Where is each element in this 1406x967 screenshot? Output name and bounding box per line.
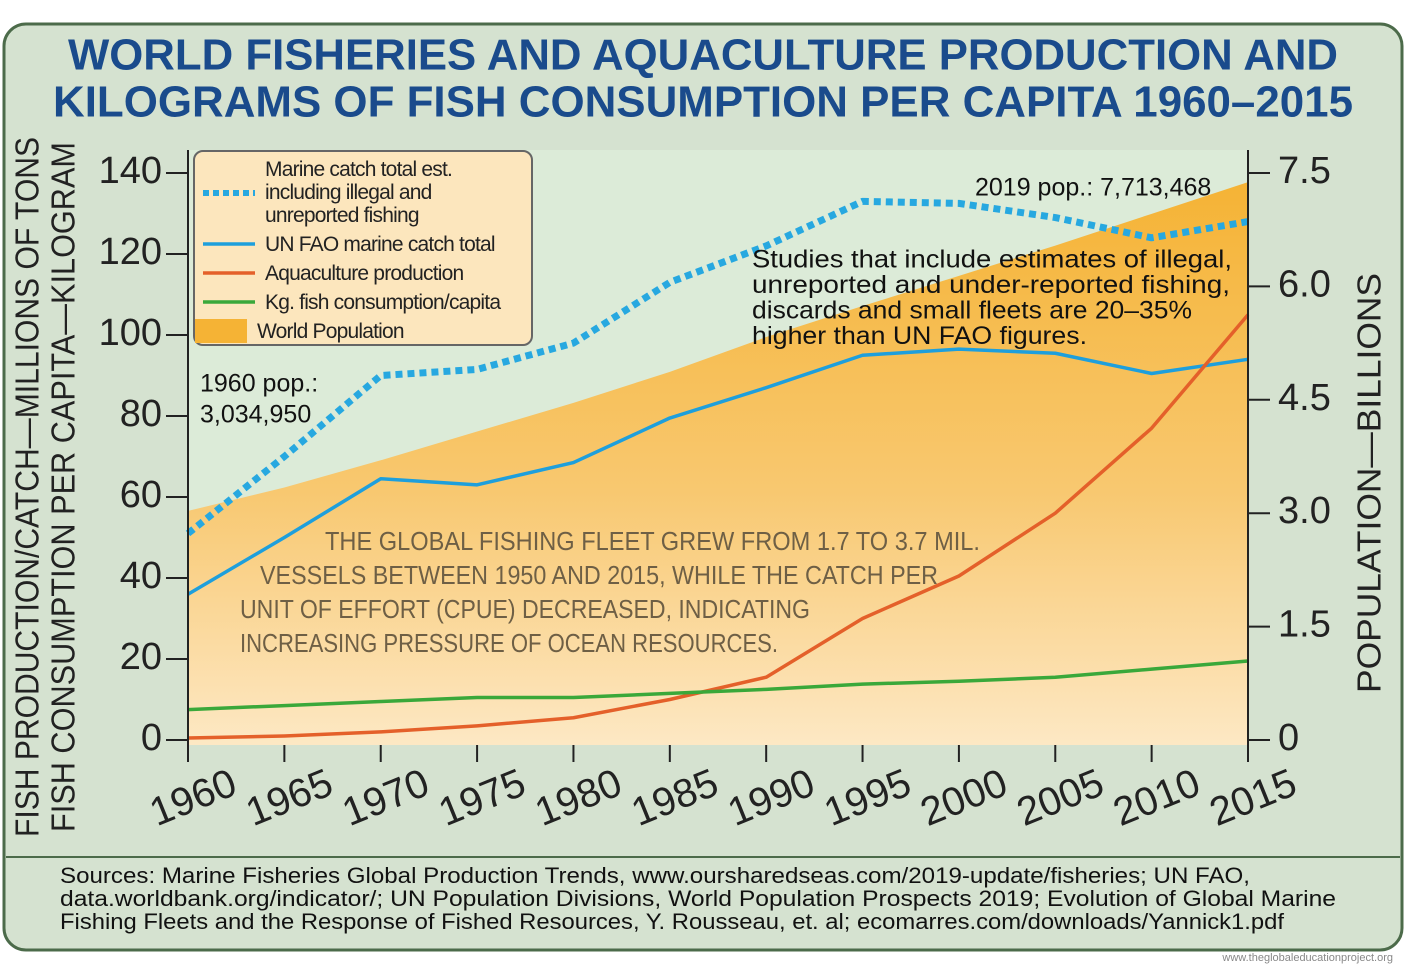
y2-tick-label: 0 — [1278, 717, 1299, 759]
y-tick-label: 120 — [99, 231, 162, 273]
chart-title: KILOGRAMS OF FISH CONSUMPTION PER CAPITA… — [53, 78, 1353, 127]
y-tick-label: 100 — [99, 312, 162, 354]
source-line: Fishing Fleets and the Response of Fishe… — [60, 909, 1285, 934]
series-line — [185, 197, 1249, 537]
chart-title: WORLD FISHERIES AND AQUACULTURE PRODUCTI… — [68, 31, 1338, 80]
legend-entry: Kg. fish consumption/capita — [203, 290, 523, 314]
annotation: UNIT OF EFFORT (CPUE) DECREASED, INDICAT… — [240, 594, 810, 624]
series-line — [187, 347, 1249, 596]
legend-entry: UN FAO marine catch total — [203, 232, 523, 256]
annotation: discards and small fleets are 20–35% — [752, 297, 1192, 325]
y-tick-label: 60 — [120, 474, 162, 516]
legend-entry: Marine catch total est. including illega… — [203, 158, 523, 227]
legend-label: UN FAO marine catch total — [265, 232, 496, 256]
legend-swatch — [203, 242, 255, 246]
annotation: INCREASING PRESSURE OF OCEAN RESOURCES. — [240, 628, 778, 658]
legend-entry: World Population — [195, 319, 523, 343]
legend-label: Kg. fish consumption/capita — [265, 290, 501, 314]
y-axis-label: FISH PRODUCTION/CATCH—MILLIONS OF TONS — [9, 137, 46, 837]
series-line — [187, 313, 1250, 740]
annotation: 1960 pop.: — [200, 370, 318, 398]
y-tick-label: 80 — [120, 393, 162, 435]
credit: www.theglobaleducationproject.org — [1221, 952, 1393, 964]
population-area — [188, 182, 1248, 745]
source-line: Sources: Marine Fisheries Global Product… — [60, 863, 1250, 888]
y-tick-label: 20 — [120, 636, 162, 678]
y2-tick-label: 7.5 — [1278, 150, 1331, 192]
annotation: VESSELS BETWEEN 1950 AND 2015, WHILE THE… — [260, 560, 938, 590]
source-line: data.worldbank.org/indicator/; UN Popula… — [60, 886, 1336, 911]
legend-swatch — [203, 189, 255, 196]
annotation: 3,034,950 — [200, 401, 311, 429]
y-tick-label: 0 — [141, 717, 162, 759]
y-axis-label: FISH CONSUMPTION PER CAPITA—KILOGRAM — [45, 142, 82, 832]
y2-axis-label: POPULATION—BILLIONS — [1351, 273, 1388, 693]
legend-swatch — [195, 319, 247, 343]
annotation: Studies that include estimates of illega… — [752, 246, 1232, 274]
y2-tick-label: 4.5 — [1278, 377, 1331, 419]
y-tick-label: 140 — [99, 150, 162, 192]
legend-swatch-area — [195, 319, 247, 343]
legend-entry: Aquaculture production — [203, 261, 523, 285]
legend: Marine catch total est. including illega… — [193, 150, 533, 346]
legend-label: World Population — [257, 319, 405, 343]
legend-swatch — [203, 271, 255, 275]
annotation: 2019 pop.: 7,713,468 — [975, 174, 1211, 202]
legend-swatch — [203, 300, 255, 304]
y2-tick-label: 1.5 — [1278, 604, 1331, 646]
legend-label: Aquaculture production — [265, 261, 464, 285]
y2-tick-label: 3.0 — [1278, 490, 1331, 532]
annotation: THE GLOBAL FISHING FLEET GREW FROM 1.7 T… — [325, 526, 980, 556]
legend-label: Marine catch total est. including illega… — [265, 158, 453, 227]
annotation: unreported and under-reported fishing, — [752, 271, 1230, 299]
annotation: higher than UN FAO figures. — [752, 322, 1087, 350]
y-tick-label: 40 — [120, 555, 162, 597]
y2-tick-label: 6.0 — [1278, 263, 1331, 305]
series-line — [187, 659, 1249, 712]
